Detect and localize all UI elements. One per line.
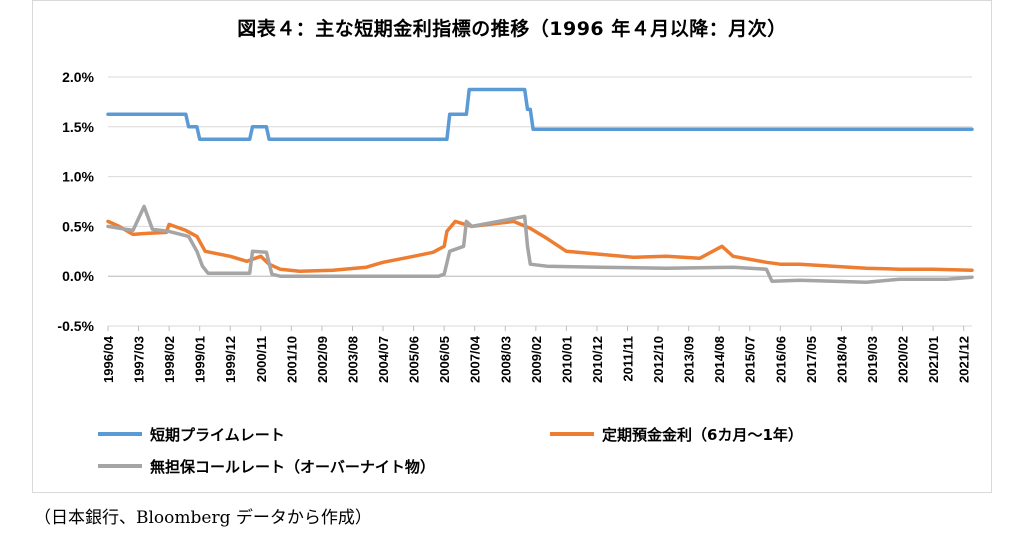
x-tick-label: 1997/03 [132, 336, 147, 383]
x-tick-label: 1998/02 [162, 336, 177, 383]
y-tick-label: -0.5% [57, 318, 94, 334]
x-tick-label: 2013/09 [682, 336, 697, 383]
x-tick-label: 2015/07 [743, 336, 758, 383]
legend-swatch-call-rate [98, 464, 142, 468]
x-tick-label: 2007/04 [468, 335, 483, 383]
x-tick-label: 2021/01 [926, 336, 941, 383]
x-tick-label: 2004/07 [376, 336, 391, 383]
x-tick-label: 2008/03 [498, 336, 513, 383]
x-tick-label: 2021/12 [957, 336, 972, 383]
chart-title: 図表４：主な短期金利指標の推移（1996 年４月以降：月次） [237, 18, 787, 40]
source-note: （日本銀行、Bloomberg データから作成） [34, 508, 372, 528]
x-tick-label: 1999/01 [193, 336, 208, 383]
x-tick-label: 2019/03 [865, 336, 880, 383]
x-tick-label: 2010/01 [559, 336, 574, 383]
y-tick-label: 1.5% [62, 119, 94, 135]
x-tick-label: 2012/10 [651, 336, 666, 383]
x-tick-label: 1999/12 [223, 336, 238, 383]
legend-item-prime-rate: 短期プライムレート [98, 424, 285, 444]
x-tick-label: 1996/04 [101, 335, 116, 383]
series-line-call-rate [106, 204, 974, 284]
x-tick-label: 2003/08 [345, 336, 360, 383]
y-tick-label: 0.5% [62, 218, 94, 234]
legend-label-call-rate: 無担保コールレート（オーバーナイト物） [150, 457, 435, 476]
x-tick-label: 2001/10 [284, 336, 299, 383]
legend-label-prime-rate: 短期プライムレート [150, 425, 285, 444]
x-tick-label: 2006/05 [437, 336, 452, 383]
y-tick-label: 1.0% [62, 169, 94, 185]
y-tick-label: 0.0% [62, 268, 94, 284]
x-tick-label: 2011/11 [621, 336, 636, 382]
legend-swatch-prime-rate [98, 432, 142, 436]
x-tick-label: 2000/11 [254, 336, 269, 382]
x-tick-label: 2020/02 [896, 336, 911, 383]
legend-item-call-rate: 無担保コールレート（オーバーナイト物） [98, 456, 435, 476]
line-chart: -0.5% 0.0% 0.5% 1.0% 1.5% 2.0% 1996/04 1997/03 1… [57, 69, 974, 383]
x-tick-label: 2014/08 [712, 336, 727, 383]
x-tick-label: 2010/12 [590, 336, 605, 383]
x-tick-label: 2009/02 [529, 336, 544, 383]
y-tick-label: 2.0% [62, 69, 94, 85]
x-tick-label: 2005/06 [407, 336, 422, 383]
x-tick-label: 2002/09 [315, 336, 330, 383]
legend-item-deposit-rate: 定期預金金利（6カ月～1年） [550, 424, 803, 444]
legend-label-deposit-rate: 定期預金金利（6カ月～1年） [602, 425, 803, 444]
legend-swatch-deposit-rate [550, 432, 594, 436]
x-tick-label: 2016/06 [773, 336, 788, 383]
x-tick-label: 2017/05 [804, 336, 819, 383]
x-tick-label: 2018/04 [834, 335, 849, 383]
chart-frame [32, 0, 992, 493]
series-line-deposit-rate [106, 219, 974, 273]
series-line-prime-rate [106, 87, 974, 142]
